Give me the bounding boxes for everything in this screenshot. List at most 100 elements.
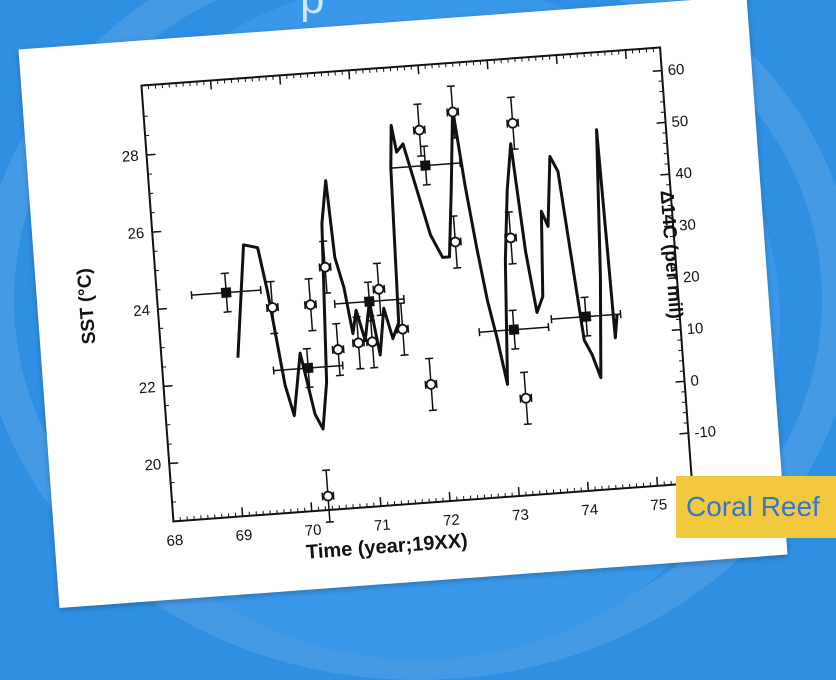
coral-reef-caption: Coral Reef <box>676 476 836 538</box>
y-error-cap <box>270 333 278 334</box>
y-error-cap <box>425 358 433 359</box>
data-point-circle <box>415 125 425 135</box>
y-error-cap <box>353 317 361 318</box>
data-point-circle <box>448 107 458 117</box>
x-tick-label: 72 <box>443 511 461 529</box>
data-point-square <box>303 363 314 374</box>
x-tick-label: 75 <box>650 496 668 514</box>
y-error-cap <box>322 470 330 471</box>
data-point-circle <box>426 380 436 390</box>
y-error-cap <box>221 273 229 274</box>
data-point-square <box>420 160 431 171</box>
data-point-circle <box>506 233 516 243</box>
y-error-cap <box>366 316 374 317</box>
y-error-cap <box>447 86 455 87</box>
chart-photo: 68 69 70 71 72 73 74 75 20 22 24 26 28 -10 0 10 20 30 40 50… <box>18 0 787 608</box>
y-error-cap <box>370 367 378 368</box>
data-point-circle <box>354 338 364 348</box>
y-error-cap <box>423 185 431 186</box>
y-tick-label: 28 <box>121 148 139 166</box>
y-right-tick-label: 10 <box>686 320 704 338</box>
data-point-circle <box>367 337 377 347</box>
data-point-circle <box>306 300 316 310</box>
y-error-cap <box>305 279 313 280</box>
x-error-cap <box>551 315 552 323</box>
x-error-cap <box>260 286 261 294</box>
y-right-tick-label: 40 <box>675 165 693 183</box>
y-right-tick-label: 50 <box>671 113 689 131</box>
y-error-cap <box>332 323 340 324</box>
y-tick-label: 26 <box>127 225 145 243</box>
x-tick-label: 70 <box>304 522 322 540</box>
x-tick-label: 68 <box>166 532 184 550</box>
y-error-cap <box>581 297 589 298</box>
y-tick-label: 20 <box>144 456 162 474</box>
y-error-cap <box>323 293 331 294</box>
y-error-cap <box>507 97 515 98</box>
y-error-cap <box>429 410 437 411</box>
y-error-cap <box>511 149 519 150</box>
x-tick-label: 71 <box>373 517 391 535</box>
y-error-cap <box>505 212 513 213</box>
y-error-cap <box>520 372 528 373</box>
y-error-cap <box>509 310 517 311</box>
y-right-tick-label: -10 <box>694 423 717 442</box>
data-point-circle <box>268 303 278 313</box>
y-right-tick-label: 0 <box>690 372 700 390</box>
y-error-cap <box>417 156 425 157</box>
y-error-cap <box>373 263 381 264</box>
y-error-cap <box>308 330 316 331</box>
y-error-cap <box>319 241 327 242</box>
y-error-cap <box>364 282 372 283</box>
x-error-cap <box>342 362 343 370</box>
y-error-cap <box>326 522 334 523</box>
y-error-cap <box>511 349 519 350</box>
y-error-cap <box>509 264 517 265</box>
slide-title-fragment: p <box>300 0 324 24</box>
y-error-cap <box>524 424 532 425</box>
data-point-square <box>509 324 520 335</box>
y-error-cap <box>267 281 275 282</box>
data-point-circle <box>333 345 343 355</box>
sst-line <box>221 98 624 434</box>
y-error-cap <box>306 387 314 388</box>
y-error-cap <box>453 268 461 269</box>
y-right-tick-label: 20 <box>682 268 700 286</box>
y-error-cap <box>356 368 364 369</box>
y-right-tick-label: 60 <box>667 61 685 79</box>
y-error-cap <box>224 312 232 313</box>
x-tick-label: 73 <box>512 506 530 524</box>
x-error-cap <box>334 300 335 308</box>
data-point-circle <box>451 237 461 247</box>
x-tick-label: 74 <box>581 501 599 519</box>
data-point-square <box>364 296 375 307</box>
x-tick-label: 69 <box>235 527 253 545</box>
x-error-cap <box>273 367 274 375</box>
data-point-circle <box>320 262 330 272</box>
x-error-cap <box>479 328 480 336</box>
data-point-circle <box>521 393 531 403</box>
y-right-tick-label: 30 <box>679 216 697 234</box>
x-error-cap <box>460 159 461 167</box>
x-error-cap <box>548 323 549 331</box>
y-error-cap <box>303 348 311 349</box>
data-point-circle <box>374 284 384 294</box>
y-error-cap <box>413 104 421 105</box>
y-error-cap <box>377 315 385 316</box>
y-tick-label: 24 <box>133 302 151 320</box>
y-error-cap <box>336 375 344 376</box>
data-point-square <box>581 311 592 322</box>
y-error-cap <box>401 355 409 356</box>
y-error-cap <box>449 216 457 217</box>
data-point-circle <box>508 118 518 128</box>
y-error-cap <box>451 138 459 139</box>
data-point-circle <box>323 491 333 501</box>
x-error-cap <box>620 310 621 318</box>
data-point-square <box>221 287 232 298</box>
y-error-cap <box>583 336 591 337</box>
x-error-cap <box>391 164 392 172</box>
y-error-cap <box>397 303 405 304</box>
y-tick-label: 22 <box>138 379 156 397</box>
x-error-cap <box>191 291 192 299</box>
x-error-cap <box>404 295 405 303</box>
